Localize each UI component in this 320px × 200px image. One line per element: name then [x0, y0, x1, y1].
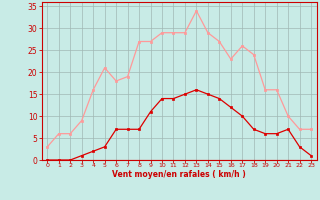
- X-axis label: Vent moyen/en rafales ( km/h ): Vent moyen/en rafales ( km/h ): [112, 170, 246, 179]
